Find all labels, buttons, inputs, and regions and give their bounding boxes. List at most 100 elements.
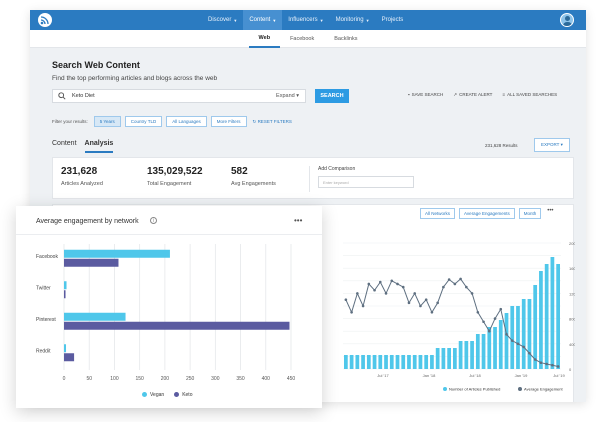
save-search-button[interactable]: ▪ SAVE SEARCH bbox=[408, 92, 444, 97]
search-actions: ▪ SAVE SEARCH ↗ CREATE ALERT ≡ ALL SAVED SE… bbox=[408, 92, 557, 98]
filters-bar: Filter your results: 5 Years Country TLD… bbox=[52, 116, 292, 127]
more-options-icon[interactable]: ••• bbox=[294, 216, 303, 225]
bar-articles bbox=[378, 355, 383, 369]
bar-articles bbox=[521, 299, 526, 369]
filter-chip-date[interactable]: 5 Years bbox=[93, 116, 121, 127]
list-icon: ≡ bbox=[502, 92, 506, 97]
legend-item-vegan[interactable]: Vegan bbox=[142, 392, 164, 398]
engagement-point bbox=[493, 317, 497, 320]
bar-keto bbox=[64, 321, 290, 330]
bar-articles bbox=[510, 306, 515, 369]
top-navigation-bar: Discover ▼ Content ▼ Influencers ▼ Monitoring ▼… bbox=[30, 10, 586, 30]
bar-articles bbox=[453, 348, 457, 369]
bar-articles bbox=[556, 264, 560, 369]
filter-chip-more[interactable]: More Filters bbox=[210, 116, 247, 127]
category-label: Twitter bbox=[36, 285, 51, 291]
engagement-point bbox=[442, 285, 445, 289]
chevron-down-icon: ▼ bbox=[233, 17, 238, 23]
sub-navigation: Web Facebook Backlinks bbox=[30, 30, 586, 48]
engagement-point bbox=[533, 358, 537, 361]
stat-avg-engagement: 582 Avg Engagements bbox=[231, 166, 276, 187]
engagement-point bbox=[350, 311, 353, 314]
save-icon: ▪ bbox=[408, 92, 410, 97]
chevron-down-icon: ▾ bbox=[296, 93, 299, 99]
bar-articles bbox=[487, 327, 492, 369]
legend-item-keto[interactable]: Keto bbox=[174, 392, 192, 398]
all-saved-searches-button[interactable]: ≡ ALL SAVED SEARCHES bbox=[502, 92, 558, 97]
engagement-point bbox=[556, 365, 560, 368]
search-button[interactable]: SEARCH bbox=[315, 89, 349, 103]
engagement-point bbox=[499, 307, 503, 311]
nav-item-projects[interactable]: Projects bbox=[381, 17, 404, 23]
bar-articles bbox=[533, 285, 538, 369]
search-input[interactable]: Keto Diet Expand ▾ bbox=[52, 89, 306, 103]
chart-controls: All Networks Average Engagements Month •… bbox=[420, 208, 554, 219]
alert-icon: ↗ bbox=[453, 92, 458, 97]
tab-content[interactable]: Content bbox=[52, 140, 77, 147]
create-alert-button[interactable]: ↗ CREATE ALERT bbox=[453, 92, 493, 97]
x-tick-label: Jan '19 bbox=[515, 373, 529, 378]
reset-filters-button[interactable]: ↻ RESET FILTERS bbox=[252, 118, 292, 124]
engagement-point bbox=[384, 292, 388, 295]
nav-item-discover[interactable]: Discover ▼ bbox=[208, 17, 238, 23]
x-tick-label: Jan '18 bbox=[423, 373, 437, 378]
bar-articles bbox=[458, 341, 463, 369]
info-icon[interactable]: i bbox=[150, 217, 157, 224]
engagement-point bbox=[424, 298, 428, 301]
bar-articles bbox=[372, 355, 377, 369]
networks-dropdown[interactable]: All Networks bbox=[420, 208, 456, 219]
subnav-tab-web[interactable]: Web bbox=[248, 30, 281, 48]
brand-logo-icon[interactable] bbox=[38, 13, 52, 27]
engagement-point bbox=[413, 292, 417, 295]
bar-articles bbox=[493, 327, 497, 369]
export-button[interactable]: EXPORT ▾ bbox=[534, 138, 570, 152]
metric-dropdown[interactable]: Average Engagements bbox=[459, 208, 515, 219]
stat-articles: 231,628 Articles Analyzed bbox=[61, 166, 103, 187]
bar-articles bbox=[475, 334, 480, 369]
engagement-point bbox=[528, 351, 531, 355]
subnav-tab-facebook[interactable]: Facebook bbox=[290, 36, 315, 42]
engagement-point bbox=[487, 329, 491, 333]
bar-articles bbox=[412, 355, 417, 369]
content-tabs: Content Analysis bbox=[52, 140, 114, 153]
y-tick-label: 0 bbox=[569, 367, 572, 372]
filter-chip-country[interactable]: Country TLD bbox=[124, 116, 163, 127]
bar-articles bbox=[464, 341, 469, 369]
bar-articles bbox=[430, 355, 434, 369]
bar-articles bbox=[361, 355, 365, 369]
x-tick-label: Jul '19 bbox=[553, 373, 565, 378]
engagement-point bbox=[419, 304, 422, 308]
divider bbox=[309, 166, 310, 192]
comparison-keyword-input[interactable]: Enter keyword bbox=[318, 176, 414, 188]
page-title: Search Web Content bbox=[52, 60, 140, 70]
divider bbox=[16, 234, 322, 235]
engagement-point bbox=[516, 342, 520, 346]
nav-item-monitoring[interactable]: Monitoring ▼ bbox=[335, 17, 370, 23]
engagement-point bbox=[465, 285, 468, 289]
engagement-point bbox=[539, 361, 543, 364]
network-bar-chart: 0 50 100 150 200 250 300 350 400 450 Facebook Twitt… bbox=[36, 244, 295, 382]
bar-articles bbox=[366, 355, 371, 369]
subnav-tab-backlinks[interactable]: Backlinks bbox=[334, 36, 358, 42]
tab-analysis[interactable]: Analysis bbox=[84, 140, 114, 153]
expand-dropdown[interactable]: Expand ▾ bbox=[276, 93, 299, 99]
add-comparison-label: Add Comparison bbox=[318, 166, 356, 172]
bar-articles bbox=[481, 334, 486, 369]
filter-chip-language[interactable]: All Languages bbox=[166, 116, 207, 127]
user-avatar[interactable] bbox=[560, 13, 574, 27]
x-tick-label: Jul '17 bbox=[377, 373, 389, 378]
nav-item-content[interactable]: Content ▼ bbox=[243, 10, 283, 30]
category-label: Reddit bbox=[36, 348, 51, 354]
engagement-point bbox=[401, 285, 405, 289]
nav-item-influencers[interactable]: Influencers ▼ bbox=[288, 17, 324, 23]
x-tick-label: 50 bbox=[86, 376, 92, 382]
timeline-chart: 0 400 800 1200 1600 2000 Jul '17 Jan '18 Jul '18… bbox=[343, 241, 575, 392]
x-tick-label: 150 bbox=[135, 376, 144, 382]
bar-articles bbox=[470, 341, 474, 369]
more-options-icon[interactable]: ••• bbox=[547, 208, 554, 214]
engagement-point bbox=[361, 304, 365, 308]
bar-articles bbox=[389, 355, 394, 369]
interval-dropdown[interactable]: Month bbox=[518, 208, 542, 219]
search-value: Keto Diet bbox=[72, 93, 95, 99]
engagement-point bbox=[545, 362, 548, 366]
